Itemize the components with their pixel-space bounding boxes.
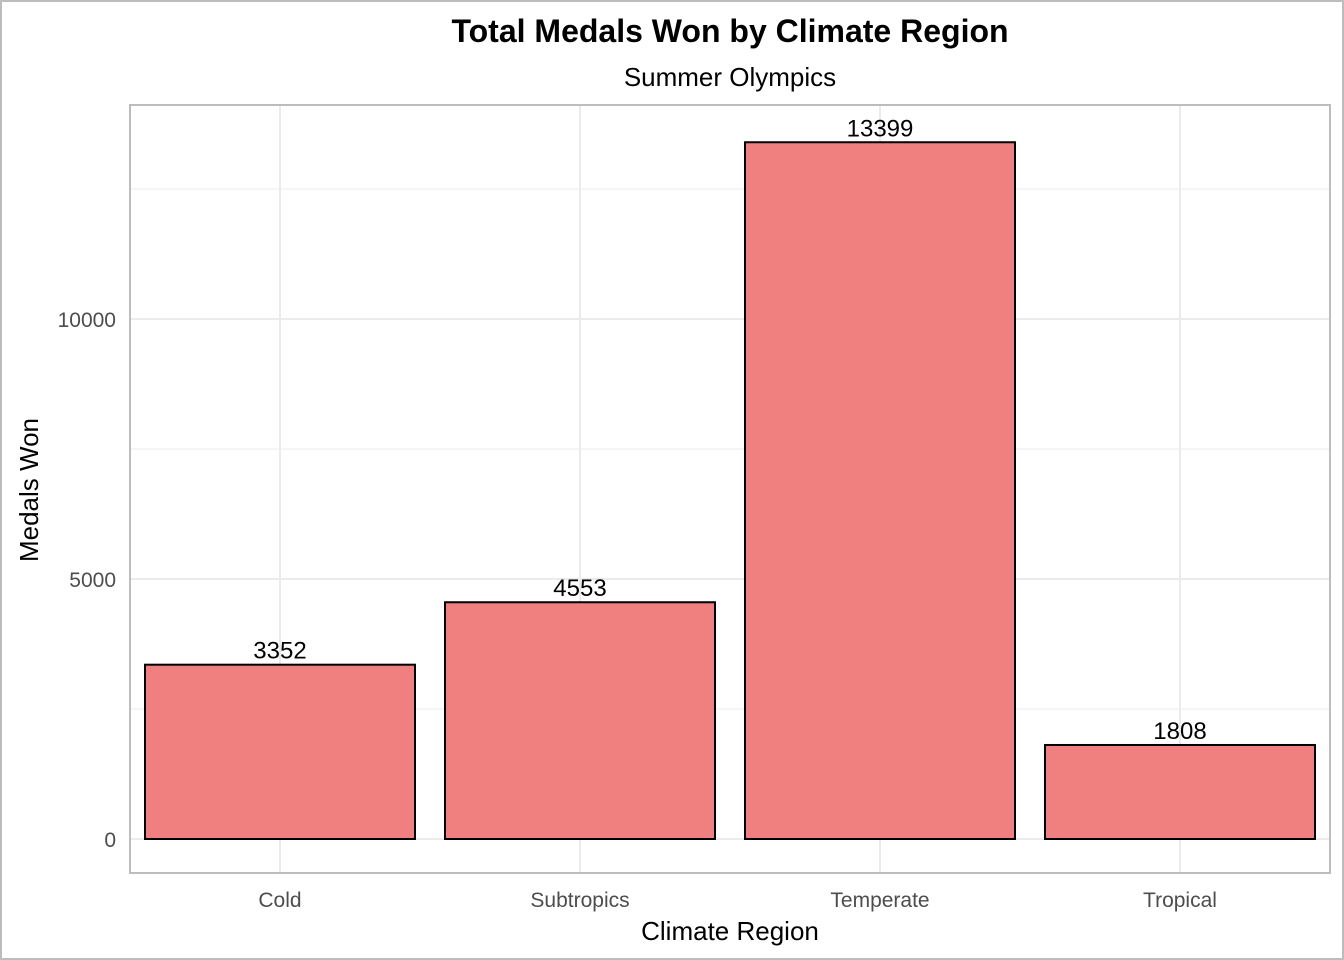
x-tick-label: Tropical xyxy=(1143,889,1217,912)
y-tick-label: 10000 xyxy=(58,309,116,332)
bar-subtropics xyxy=(444,601,716,841)
chart-title: Total Medals Won by Climate Region xyxy=(451,13,1008,49)
data-label: 3352 xyxy=(253,638,306,665)
y-tick-label: 0 xyxy=(104,829,116,852)
chart-subtitle: Summer Olympics xyxy=(624,62,836,92)
x-tick-label: Subtropics xyxy=(530,889,629,912)
bar-temperate xyxy=(744,141,1016,840)
data-labels: 3352 4553 13399 1808 xyxy=(253,115,1206,745)
data-label: 1808 xyxy=(1153,718,1206,745)
y-axis-title: Medals Won xyxy=(14,418,44,562)
x-axis-title: Climate Region xyxy=(641,916,819,946)
plot-panel-border xyxy=(129,104,1331,874)
bars xyxy=(144,141,1316,841)
bar-tropical xyxy=(1044,743,1316,841)
y-tick-label: 5000 xyxy=(69,569,116,592)
x-axis-ticks: Cold Subtropics Temperate Tropical xyxy=(258,889,1217,912)
x-tick-label: Cold xyxy=(258,889,301,912)
y-axis-ticks: 0 5000 10000 xyxy=(58,309,116,852)
data-label: 4553 xyxy=(553,575,606,602)
x-tick-label: Temperate xyxy=(830,889,929,912)
bar-cold xyxy=(144,663,416,840)
data-label: 13399 xyxy=(847,115,914,142)
